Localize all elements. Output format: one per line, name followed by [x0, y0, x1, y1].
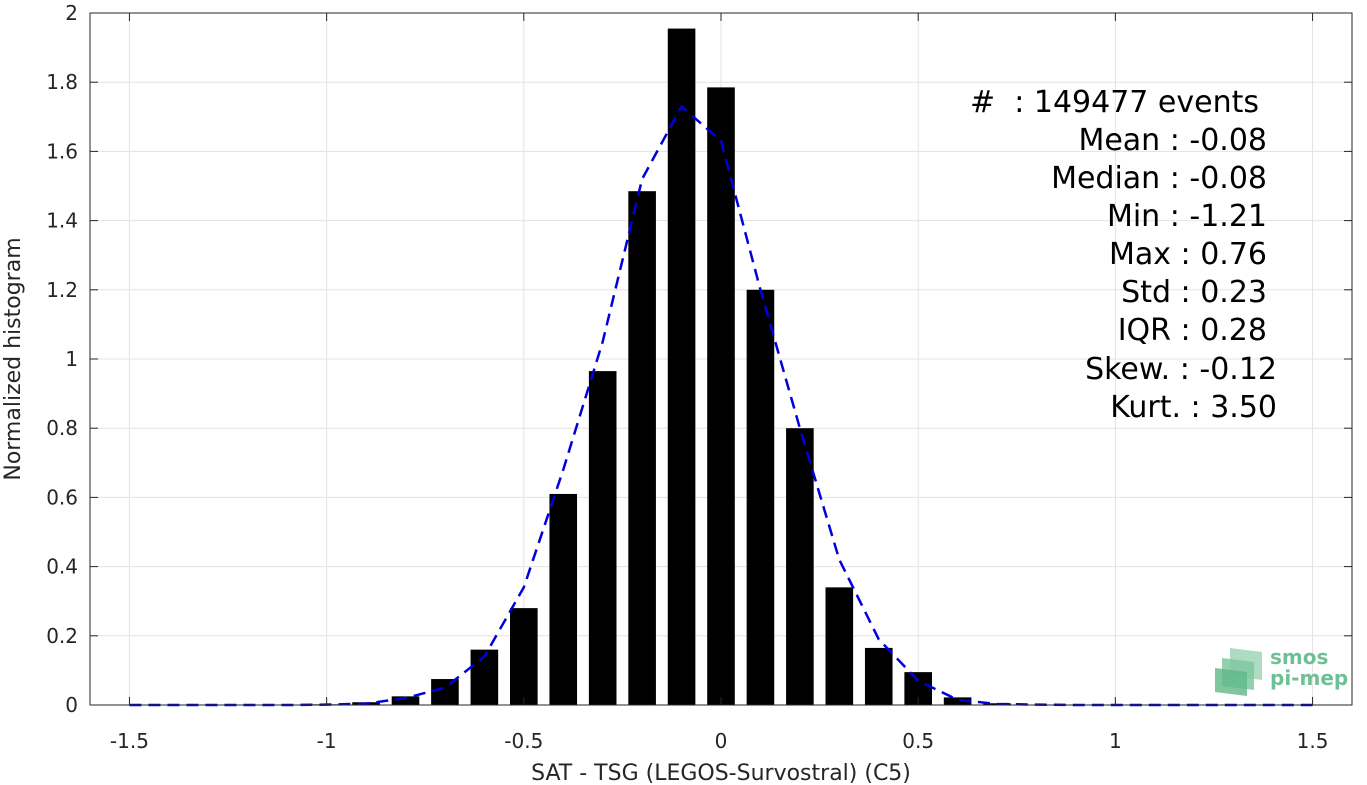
y-axis-label: Normalized histogram	[1, 237, 26, 480]
stats-events: # : 149477 events	[970, 85, 1259, 120]
histogram-bar	[470, 649, 499, 705]
logo-text-smos: smos	[1270, 645, 1328, 669]
stats-box: # : 149477 events Mean : -0.08 Median : …	[970, 85, 1277, 425]
y-tick-label: 1.4	[46, 209, 78, 233]
x-tick-label: 1.5	[1297, 729, 1329, 753]
histogram-bar	[549, 493, 578, 705]
stats-skew: Skew. : -0.12	[1085, 352, 1277, 387]
y-tick-label: 0	[65, 693, 78, 717]
x-axis-ticks: -1.5 -1 -0.5 0 0.5 1 1.5	[110, 13, 1329, 753]
x-tick-label: -0.5	[504, 729, 543, 753]
histogram-bar	[510, 608, 538, 705]
histogram-bar	[391, 696, 420, 705]
x-tick-label: -1	[317, 729, 337, 753]
x-tick-label: 1	[1109, 729, 1122, 753]
histogram-bar	[825, 587, 854, 705]
y-tick-label: 1.8	[46, 70, 78, 94]
bars-group	[312, 28, 1011, 705]
histogram-bar	[864, 647, 893, 705]
stats-min: Min : -1.21	[1107, 199, 1267, 234]
x-tick-label: 0	[715, 729, 728, 753]
x-tick-label: 0.5	[902, 729, 934, 753]
histogram-bar	[746, 289, 775, 705]
stats-median: Median : -0.08	[1051, 161, 1267, 196]
histogram-bar	[707, 87, 735, 705]
histogram-bar	[588, 371, 617, 705]
x-axis-label: SAT - TSG (LEGOS-Survostral) (C5)	[531, 761, 911, 785]
smos-pimep-logo: smos pi-mep	[1215, 645, 1348, 696]
y-tick-label: 0.8	[46, 416, 78, 440]
stats-max: Max : 0.76	[1109, 237, 1267, 272]
histogram-bar	[628, 191, 656, 705]
stats-iqr: IQR : 0.28	[1118, 313, 1267, 348]
stats-kurt: Kurt. : 3.50	[1110, 390, 1277, 425]
y-axis-ticks: 0 0.2 0.4 0.6 0.8 1 1.2 1.4 1.6 1.8 2	[46, 1, 1352, 717]
y-tick-label: 0.4	[46, 555, 78, 579]
x-tick-label: -1.5	[110, 729, 149, 753]
y-tick-label: 2	[65, 1, 78, 25]
histogram-bar	[431, 679, 459, 705]
y-tick-label: 1	[65, 347, 78, 371]
histogram-bar	[667, 28, 696, 705]
logo-text-pimep: pi-mep	[1270, 666, 1348, 690]
y-tick-label: 0.2	[46, 624, 78, 648]
y-tick-label: 1.6	[46, 139, 78, 163]
stats-std: Std : 0.23	[1121, 275, 1267, 310]
stats-mean: Mean : -0.08	[1078, 123, 1267, 158]
y-tick-label: 1.2	[46, 278, 78, 302]
histogram-bar	[786, 428, 814, 705]
y-tick-label: 0.6	[46, 485, 78, 509]
histogram-bar	[943, 697, 972, 705]
logo-layers-icon	[1215, 648, 1262, 696]
